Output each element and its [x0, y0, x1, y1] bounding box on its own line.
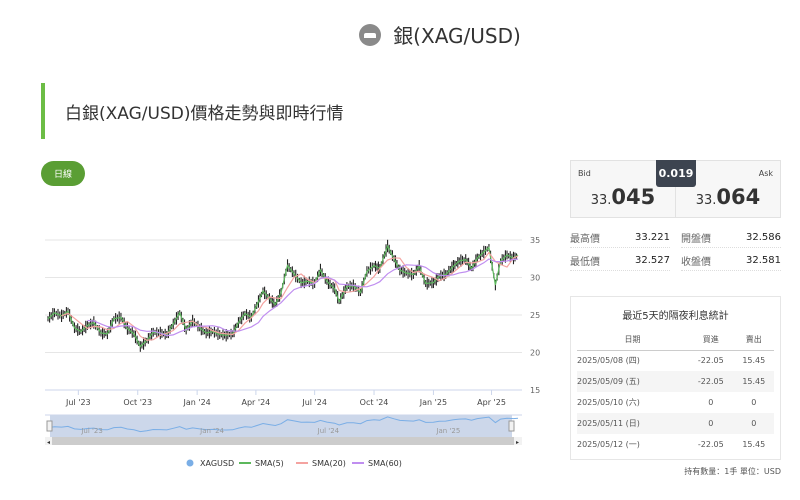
- header-sell: 賣出: [733, 330, 774, 351]
- cell: -22.05: [697, 440, 724, 449]
- cell: 15.45: [742, 440, 766, 449]
- header-date: 日期: [577, 330, 689, 351]
- footer-note: 持有數量：1手 單位：USD: [684, 467, 781, 476]
- x-tick-label: Jan '24: [183, 398, 211, 407]
- cell: 15.45: [742, 356, 766, 366]
- navigator-tick-label: Jul '24: [317, 427, 340, 435]
- bid-panel: Bid 33.045: [571, 161, 675, 217]
- swap-table-title: 最近5天的隔夜利息統計: [622, 311, 729, 322]
- swap-table: 日期 買進 賣出 2025/05/08 (四) -22.05 15.45 2025/05…: [577, 330, 774, 455]
- navigator-tick-label: Jan '24: [199, 427, 224, 435]
- cell: 2025/05/08 (四): [577, 356, 640, 366]
- y-tick-label: 30: [530, 274, 540, 283]
- legend-marker: [186, 459, 194, 467]
- stat-label: 最低價: [570, 257, 600, 268]
- cell: 2025/05/09 (五): [577, 371, 689, 392]
- cell: 0: [733, 413, 774, 434]
- table-row: 2025/05/11 (日) 0 0: [577, 413, 774, 434]
- y-tick-label: 35: [530, 236, 540, 245]
- silver-bar-icon: [359, 23, 382, 46]
- sma20-line: [61, 251, 519, 341]
- legend-item[interactable]: XAGUSD: [200, 459, 234, 468]
- stat-value: 32.581: [746, 255, 781, 266]
- sma60-line: [87, 258, 519, 337]
- cell: 2025/05/10 (六): [577, 398, 640, 407]
- section-title: 白銀(XAG/USD)價格走勢與即時行情: [41, 83, 343, 139]
- page-title: 銀(XAG/USD): [393, 24, 521, 48]
- ask-label: Ask: [758, 169, 773, 178]
- stat-label: 最高價: [570, 234, 600, 245]
- y-tick-label: 15: [530, 386, 540, 395]
- bid-int: 33.: [590, 193, 612, 208]
- table-row: 2025/05/08 (四) -22.05 15.45: [577, 350, 774, 371]
- cell: 0: [688, 413, 734, 434]
- scrollbar-thumb[interactable]: [52, 437, 514, 445]
- navigator-line: [47, 416, 519, 433]
- navigator-selection: [50, 415, 512, 437]
- cell: 2025/05/11 (日): [577, 413, 689, 434]
- stat-high: 最高價 33.221: [570, 228, 670, 248]
- x-tick-label: Apr '24: [242, 398, 271, 407]
- bid-dec: 045: [611, 185, 656, 209]
- stat-value: 33.221: [635, 232, 670, 243]
- bid-label: Bid: [578, 169, 591, 178]
- cell: 0: [708, 398, 714, 407]
- navigator-handle-left[interactable]: [46, 420, 53, 432]
- header-buy: 買進: [688, 330, 734, 351]
- ask-panel: Ask 33.064: [675, 161, 780, 217]
- y-tick-label: 25: [530, 311, 540, 320]
- legend-item[interactable]: SMA(5): [255, 459, 284, 468]
- cell: 0: [751, 398, 757, 407]
- swap-table-box: 最近5天的隔夜利息統計 日期 買進 賣出 2025/05/08 (四) -22.05 1…: [570, 296, 781, 460]
- navigator-tick-label: Jan '25: [435, 427, 460, 435]
- sma5-line: [47, 244, 519, 348]
- stat-label: 開盤價: [681, 234, 711, 245]
- y-tick-label: 20: [530, 349, 540, 358]
- table-row: 2025/05/12 (一) -22.05 15.45: [577, 434, 774, 455]
- daily-period-button[interactable]: 日線: [41, 161, 85, 186]
- navigator-tick-label: Jul '23: [80, 427, 103, 435]
- spread-badge: 0.019: [656, 160, 696, 187]
- legend-item[interactable]: SMA(60): [368, 459, 402, 468]
- stat-label: 收盤價: [681, 257, 711, 268]
- x-tick-label: Jul '23: [65, 398, 91, 407]
- stat-low: 最低價 32.527: [570, 251, 670, 271]
- cell: 2025/05/12 (一): [577, 440, 640, 449]
- ask-int: 33.: [695, 193, 717, 208]
- stat-value: 32.527: [635, 255, 670, 266]
- cell: 15.45: [733, 371, 774, 392]
- scroll-left-arrow[interactable]: ◂: [47, 439, 50, 446]
- cell: -22.05: [697, 356, 724, 366]
- x-tick-label: Oct '23: [123, 398, 152, 407]
- table-row: 2025/05/10 (六) 0 0: [577, 392, 774, 413]
- stat-close: 收盤價 32.581: [681, 251, 781, 271]
- legend-item[interactable]: SMA(20): [312, 459, 346, 468]
- cell: -22.05: [688, 371, 734, 392]
- price-chart[interactable]: 35 30 25 20 15 Jul '23 Oct '23 Jan '24 Apr '24 Ju…: [40, 225, 560, 475]
- stat-open: 開盤價 32.586: [681, 228, 781, 248]
- scroll-right-arrow[interactable]: ▸: [516, 439, 519, 446]
- x-tick-label: Oct '24: [360, 398, 389, 407]
- navigator-handle-right[interactable]: [508, 420, 515, 432]
- x-tick-label: Jan '25: [419, 398, 447, 407]
- ask-dec: 064: [716, 185, 761, 209]
- x-tick-label: Jul '24: [301, 398, 327, 407]
- x-tick-label: Apr '25: [477, 398, 506, 407]
- page-header: 銀(XAG/USD): [0, 20, 800, 49]
- stat-value: 32.586: [746, 232, 781, 243]
- table-row: 2025/05/09 (五) -22.05 15.45: [577, 371, 774, 392]
